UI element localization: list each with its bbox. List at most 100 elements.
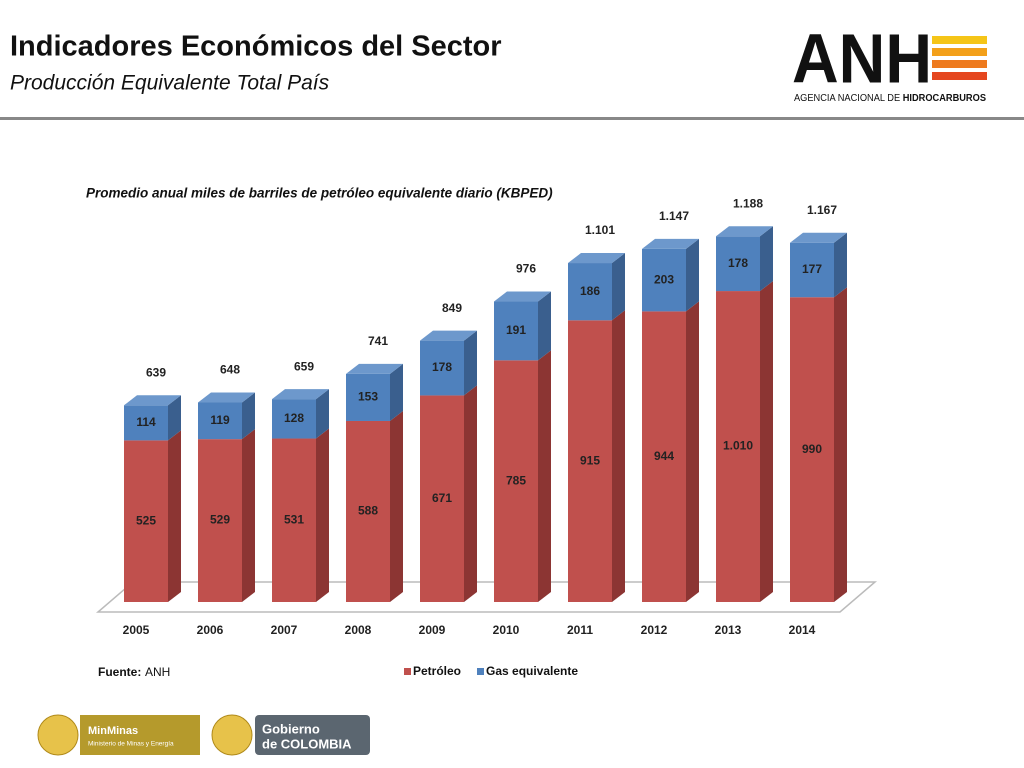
data-label: 944 <box>654 449 674 463</box>
data-label: 119 <box>210 413 230 427</box>
bar <box>420 340 464 396</box>
logo-tagline-bold: HIDROCARBUROS <box>903 93 987 104</box>
bar <box>420 395 464 602</box>
bar <box>568 263 612 321</box>
bar <box>790 242 834 298</box>
data-label: 153 <box>358 390 378 404</box>
data-label: 203 <box>654 272 674 286</box>
bar-top <box>124 395 181 406</box>
header-rule <box>0 117 1024 120</box>
legend-label: Gas equivalente <box>486 664 578 678</box>
bar-side <box>760 226 773 292</box>
data-label: 186 <box>580 284 600 298</box>
logo-tagline: AGENCIA NACIONAL DE HIDROCARBUROS <box>794 93 986 104</box>
bar-top <box>568 253 625 264</box>
x-tick-label: 2014 <box>789 623 816 637</box>
legend-label: Petróleo <box>413 664 461 678</box>
bar-side <box>612 310 625 602</box>
minminas-name: MinMinas <box>88 725 138 737</box>
x-tick-label: 2013 <box>715 623 742 637</box>
data-label: 191 <box>506 323 526 337</box>
x-tick-label: 2012 <box>641 623 668 637</box>
emblem <box>211 714 253 756</box>
data-label: 785 <box>506 473 526 487</box>
total-label: 1.167 <box>807 203 837 217</box>
slide-title: Indicadores Económicos del Sector <box>10 31 502 63</box>
emblem <box>37 714 79 756</box>
data-label: 915 <box>580 453 600 467</box>
footer-minminas: MinMinas Ministerio de Minas y Energía <box>37 714 200 756</box>
bar <box>198 402 242 440</box>
bar <box>124 440 168 602</box>
logo-stripes <box>932 36 987 80</box>
bar <box>494 360 538 602</box>
data-label: 990 <box>802 442 822 456</box>
bar-side <box>390 363 403 421</box>
minminas-badge <box>80 715 200 755</box>
bar <box>494 301 538 361</box>
chart-title: Promedio anual miles de barriles de petr… <box>86 186 553 201</box>
data-label: 1.010 <box>723 439 753 453</box>
bar <box>346 420 390 602</box>
bar-top <box>494 291 551 302</box>
gobierno-text: Gobierno <box>262 721 320 736</box>
total-label: 639 <box>146 365 166 379</box>
bar <box>716 291 760 602</box>
bar-top <box>716 226 773 237</box>
data-label: 671 <box>432 491 452 505</box>
bar-side <box>538 350 551 602</box>
data-label: 178 <box>432 360 452 374</box>
bar <box>198 439 242 602</box>
x-tick-label: 2008 <box>345 623 372 637</box>
bar <box>346 373 390 421</box>
total-label: 741 <box>368 334 388 348</box>
data-label: 128 <box>284 411 304 425</box>
bar-side <box>316 428 329 602</box>
bar <box>272 399 316 439</box>
bar <box>642 248 686 312</box>
bar-side <box>464 385 477 602</box>
bar-top <box>420 330 477 341</box>
bar-side <box>686 238 699 312</box>
total-label: 849 <box>442 301 462 315</box>
data-label: 531 <box>284 512 304 526</box>
bar-top <box>346 363 403 374</box>
gobierno-badge <box>255 715 370 755</box>
bar-side <box>168 430 181 602</box>
logo-name: ANH <box>792 19 932 97</box>
bar <box>124 405 168 441</box>
bar-side <box>242 392 255 440</box>
bar-side <box>464 330 477 396</box>
source-label: Fuente: <box>98 665 141 679</box>
bar <box>716 236 760 292</box>
legend-swatch <box>477 668 484 675</box>
source-value: ANH <box>145 665 170 679</box>
x-tick-label: 2010 <box>493 623 520 637</box>
x-tick-label: 2009 <box>419 623 446 637</box>
bar-top <box>790 232 847 243</box>
bar <box>790 297 834 602</box>
total-label: 659 <box>294 359 314 373</box>
data-label: 525 <box>136 513 156 527</box>
x-tick-label: 2011 <box>567 623 593 637</box>
bar-top <box>642 238 699 249</box>
total-label: 1.101 <box>585 223 615 237</box>
bar-top <box>272 389 329 400</box>
bar-side <box>834 287 847 602</box>
bar-side <box>390 410 403 602</box>
x-tick-label: 2006 <box>197 623 224 637</box>
total-label: 976 <box>516 262 536 276</box>
bar-side <box>612 253 625 321</box>
bar-side <box>316 389 329 439</box>
bar <box>642 311 686 602</box>
data-label: 178 <box>728 256 748 270</box>
data-label: 588 <box>358 504 378 518</box>
x-tick-label: 2005 <box>123 623 150 637</box>
total-label: 648 <box>220 363 240 377</box>
bar-side <box>168 395 181 441</box>
bar-side <box>686 301 699 602</box>
total-label: 1.147 <box>659 209 689 223</box>
bar-side <box>538 291 551 361</box>
bar-side <box>242 429 255 602</box>
